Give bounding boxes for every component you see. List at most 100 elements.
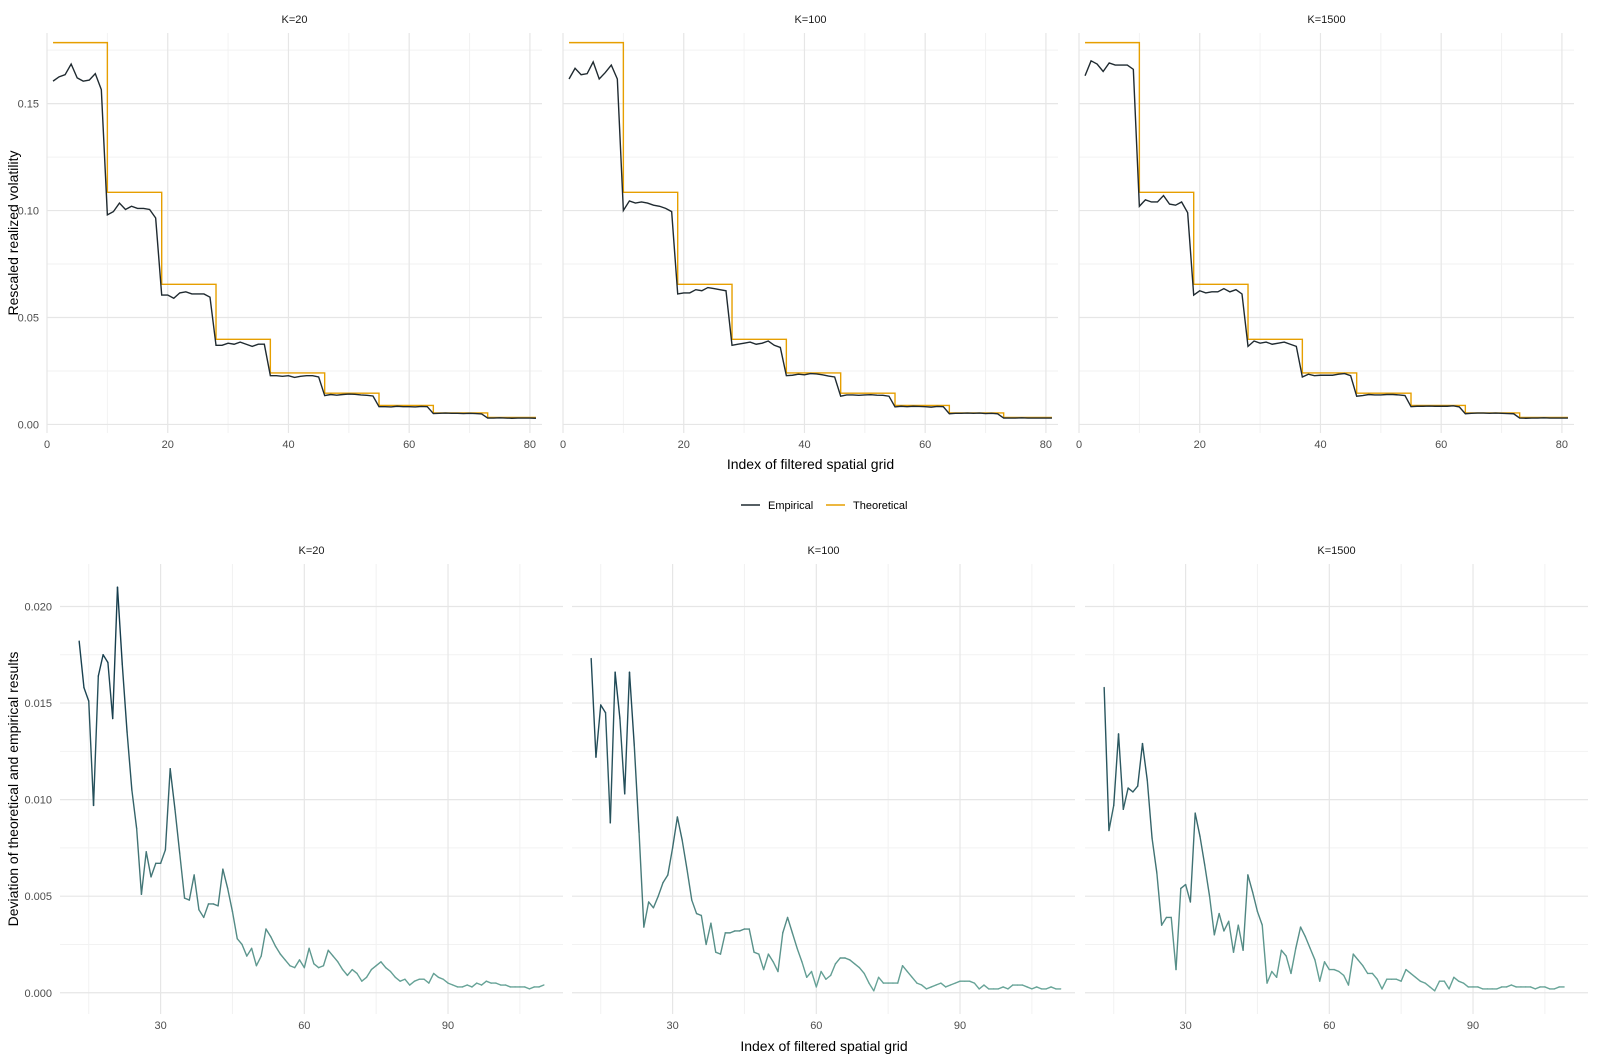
series-deviation-segment <box>294 959 301 969</box>
series-deviation-segment <box>1553 986 1560 990</box>
series-deviation-segment <box>365 968 373 979</box>
series-deviation-segment <box>1352 953 1359 961</box>
series-deviation-segment <box>1108 804 1115 832</box>
x-tick-label: 90 <box>1467 1020 1479 1032</box>
series-deviation-segment <box>145 851 152 878</box>
x-tick-label: 0 <box>44 439 50 451</box>
series-deviation-segment <box>1271 970 1278 979</box>
series-deviation-segment <box>485 980 492 984</box>
series-deviation-segment <box>126 731 133 791</box>
series-theoretical-line <box>53 41 536 419</box>
series-deviation-segment <box>695 912 703 917</box>
series-deviation-segment <box>1405 968 1412 975</box>
series-deviation-segment <box>691 899 698 915</box>
series-deviation-segment <box>825 974 832 980</box>
series-deviation-segment <box>686 868 693 901</box>
series-deviation-segment <box>710 922 717 953</box>
series-deviation-segment <box>442 978 449 984</box>
series-deviation-segment <box>1113 733 1120 807</box>
x-tick-label: 60 <box>1435 439 1447 451</box>
series-deviation-segment <box>1333 968 1340 973</box>
series-deviation-segment <box>1031 986 1038 990</box>
series-deviation-segment <box>1223 920 1230 932</box>
series-deviation-segment <box>868 982 875 992</box>
series-deviation-segment <box>1256 910 1263 926</box>
series-deviation-segment <box>1156 872 1163 926</box>
series-deviation-segment <box>471 982 478 988</box>
series-deviation-segment <box>1208 895 1216 936</box>
series-deviation-segment <box>140 851 147 895</box>
y-tick-label: 0.10 <box>18 206 39 218</box>
x-tick-label: 90 <box>442 1020 454 1032</box>
series-deviation-segment <box>1299 926 1307 938</box>
series-deviation-segment <box>1477 986 1484 990</box>
series-deviation-segment <box>1496 986 1503 990</box>
series-deviation-segment <box>1180 883 1187 890</box>
series-deviation-segment <box>767 953 774 963</box>
series-deviation-segment <box>1242 874 1249 951</box>
panel-strip-label: K=1500 <box>1317 545 1355 557</box>
series-deviation-segment <box>1132 785 1139 793</box>
series-deviation-segment <box>78 640 85 689</box>
series-deviation-segment <box>111 586 119 720</box>
y-tick-label: 0.010 <box>24 795 52 807</box>
series-deviation-segment <box>528 986 535 990</box>
series-deviation-segment <box>356 972 363 982</box>
panel-k-100: K=100 30 60 90 <box>572 545 1075 1032</box>
series-deviation-segment <box>1457 980 1465 984</box>
series-deviation-segment <box>250 947 258 967</box>
series-deviation-segment <box>762 953 770 971</box>
series-deviation-segment <box>777 932 784 973</box>
legend-label-empirical: Empirical <box>768 500 813 512</box>
series-deviation-segment <box>829 963 837 977</box>
series-deviation-segment <box>188 874 195 901</box>
series-deviation-segment <box>447 982 454 986</box>
x-tick-label: 30 <box>154 1020 166 1032</box>
x-tick-label: 20 <box>678 439 690 451</box>
y-tick-label: 0.005 <box>24 891 52 903</box>
series-deviation-segment <box>1419 980 1426 984</box>
series-deviation-segment <box>274 945 282 955</box>
series-deviation-segment <box>399 978 406 982</box>
series-deviation-segment <box>83 686 90 702</box>
series-deviation-segment <box>619 717 626 795</box>
series-deviation-segment <box>1347 953 1354 986</box>
panel-k-1500: K=1500 30 60 90 <box>1085 545 1588 1032</box>
series-deviation-segment <box>916 982 923 986</box>
series-deviation-segment <box>614 671 621 720</box>
series-deviation-segment <box>1194 812 1201 838</box>
series-deviation-segment <box>604 712 612 824</box>
series-deviation-segment <box>968 980 976 984</box>
series-deviation-segment <box>1117 733 1125 810</box>
series-deviation-segment <box>164 768 171 851</box>
series-deviation-segment <box>1050 986 1057 990</box>
series-deviation-segment <box>997 986 1004 990</box>
series-deviation-segment <box>810 970 818 988</box>
series-deviation-segment <box>609 671 616 824</box>
series-deviation-segment <box>853 963 861 969</box>
series-theoretical-line <box>1085 41 1568 419</box>
volatility-chart: K=20 0 20 40 60 80 0.00 0.05 0.10 0.15 K=100 0 20 40 6… <box>5 14 1574 472</box>
series-deviation-segment <box>1261 924 1268 984</box>
series-deviation-segment <box>748 928 755 953</box>
series-deviation-segment <box>1342 974 1350 986</box>
series-deviation-segment <box>308 947 315 965</box>
series-deviation-segment <box>212 903 219 907</box>
series-theoretical-line <box>569 41 1052 419</box>
series-deviation-segment <box>1007 984 1014 990</box>
series-deviation-segment <box>351 968 358 975</box>
x-tick-label: 60 <box>810 1020 822 1032</box>
series-deviation-segment <box>265 928 272 938</box>
series-deviation-segment <box>1251 891 1259 913</box>
series-deviation-segment <box>643 901 650 928</box>
series-deviation-segment <box>1285 955 1292 975</box>
series-deviation-segment <box>428 972 435 984</box>
series-deviation-segment <box>1266 970 1273 984</box>
panel-strip-label: K=100 <box>794 14 826 26</box>
series-deviation-segment <box>667 847 674 876</box>
series-deviation-segment <box>1314 959 1321 982</box>
series-deviation-segment <box>375 961 382 967</box>
series-deviation-segment <box>1319 961 1326 982</box>
x-tick-label: 60 <box>1323 1020 1335 1032</box>
series-deviation-segment <box>236 937 243 946</box>
